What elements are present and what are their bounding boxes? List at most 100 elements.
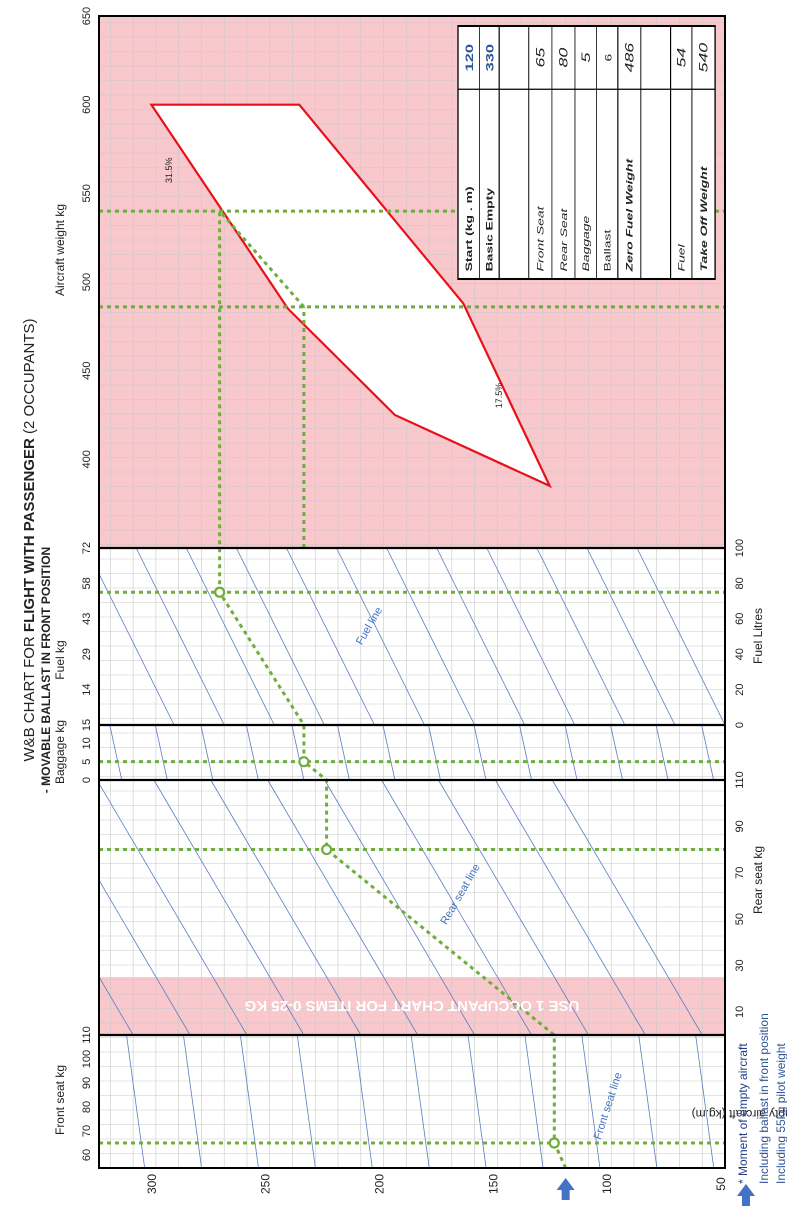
table-cell-value: 540 xyxy=(698,42,711,72)
fuel-kg-axis-label: Fuel kg xyxy=(53,640,67,679)
chart-title-prefix: W&B CHART FOR xyxy=(21,632,38,761)
baggage-diagonal xyxy=(610,724,623,781)
weight-tick: 400 xyxy=(81,450,93,468)
rear-seat-tick: 10 xyxy=(734,1006,746,1018)
fuel-litres-axis-label: Fuel Litres xyxy=(751,608,765,664)
rear-seat-tick: 50 xyxy=(734,913,746,925)
front-seat-diagonal xyxy=(239,1034,259,1168)
fuel-diagonal xyxy=(636,547,725,726)
weight-tick: 500 xyxy=(81,273,93,291)
table-cell-value: 330 xyxy=(483,44,495,72)
rear-seat-diagonal xyxy=(324,779,475,1036)
baggage-tick: 10 xyxy=(81,737,93,749)
table-cell-label: Ballast xyxy=(603,229,613,272)
footnote-line: * Moment of empty aircraft xyxy=(736,1043,750,1184)
table-row xyxy=(498,25,530,280)
weight-tick: 450 xyxy=(81,361,93,379)
table-cell-label: Baggage xyxy=(581,215,591,271)
baggage-tick: 5 xyxy=(81,759,93,765)
start-moment-arrow-icon xyxy=(556,1178,575,1200)
fuel-kg-tick: 72 xyxy=(81,542,93,554)
weight-tick: 550 xyxy=(81,184,93,202)
front-seat-tick: 100 xyxy=(81,1050,93,1068)
table-cell-value: 80 xyxy=(558,47,571,68)
fuel-diagonal xyxy=(286,547,375,726)
front-seat-diagonal xyxy=(296,1034,316,1168)
front-seat-diagonal xyxy=(410,1034,430,1168)
y-tick-label: 200 xyxy=(373,1174,387,1194)
fuel-litre-tick: 20 xyxy=(734,683,746,695)
front-seat-tick: 90 xyxy=(81,1077,93,1089)
front-seat-diagonal xyxy=(638,1034,658,1168)
fuel-diagonal xyxy=(586,547,676,726)
baggage-diagonal xyxy=(519,724,532,781)
fuel-kg-tick: 14 xyxy=(81,683,93,695)
baggage-diagonal xyxy=(337,724,350,781)
rear-seat-diagonal xyxy=(381,779,532,1036)
weight-tick: 600 xyxy=(81,95,93,113)
table-border xyxy=(457,24,716,281)
rear-seat-diagonal xyxy=(153,779,305,1036)
table-cell-value: 65 xyxy=(534,47,547,68)
fuel-diagonal xyxy=(236,547,325,726)
fuel-kg-tick: 58 xyxy=(81,577,93,589)
fuel-diagonal xyxy=(486,547,576,726)
path-marker xyxy=(298,756,310,768)
y-tick-label: 150 xyxy=(486,1174,500,1194)
baggage-tick: 15 xyxy=(81,719,93,731)
table-cell-label: Basic Empty xyxy=(485,187,495,271)
baggage-diagonal xyxy=(382,724,396,781)
chart-title-bold: FLIGHT WITH PASSENGER xyxy=(21,438,38,632)
path-marker xyxy=(548,1137,560,1149)
fuel-kg-tick: 29 xyxy=(81,648,93,660)
weight-tick: 650 xyxy=(81,7,93,25)
rear-seat-diagonal xyxy=(99,976,134,1036)
table-row xyxy=(640,25,671,280)
front-seat-tick: 60 xyxy=(81,1149,93,1161)
table-cell-value: 120 xyxy=(463,44,475,72)
table-cell-label: Take Off Weight xyxy=(699,165,709,271)
y-tick-label: 50 xyxy=(714,1177,728,1191)
rear-seat-diagonal xyxy=(99,879,191,1036)
fuel-diagonal xyxy=(99,573,175,726)
path-marker xyxy=(214,586,226,598)
path-marker xyxy=(321,843,333,856)
chart-subtitle: - MOVABLE BALLAST IN FRONT POSITION xyxy=(39,547,53,793)
rear-seat-axis-label: Rear seat kg xyxy=(751,846,765,914)
front-seat-diagonal xyxy=(695,1034,715,1168)
front-seat-diagonal xyxy=(126,1034,145,1168)
fuel-diagonal xyxy=(536,547,626,726)
baggage-diagonal xyxy=(701,724,715,781)
fuel-litre-tick: 60 xyxy=(734,613,746,625)
table-cell-value: 5 xyxy=(580,52,593,63)
table-cell-label: Front Seat xyxy=(536,206,546,272)
cg-envelope xyxy=(149,103,552,489)
table-cell-label: Start (kg . m) xyxy=(464,186,474,271)
baggage-diagonal xyxy=(200,724,214,781)
rear-seat-tick: 110 xyxy=(734,771,746,789)
table-cell-value: 486 xyxy=(623,42,636,72)
y-tick-label: 300 xyxy=(145,1174,159,1194)
baggage-tick: 0 xyxy=(81,777,93,783)
front-seat-tick: 110 xyxy=(81,1026,93,1044)
table-cell-value: 54 xyxy=(675,48,688,68)
y-tick-label: 100 xyxy=(600,1174,614,1194)
baggage-diagonal xyxy=(428,724,441,781)
fuel-diagonal xyxy=(436,547,526,726)
rear-seat-diagonal xyxy=(551,779,703,1036)
baggage-diagonal xyxy=(473,724,487,781)
plot-frame xyxy=(98,15,726,1169)
rear-seat-warning-text: USE 1 OCCUPANT CHART FOR ITEMS 0-25 KG xyxy=(245,997,580,1014)
fuel-litre-tick: 0 xyxy=(734,722,746,728)
baggage-diagonal xyxy=(245,724,259,781)
fuel-litre-tick: 80 xyxy=(734,577,746,589)
footnote-line: Including ballast in front position xyxy=(757,1013,771,1184)
baggage-diagonal xyxy=(564,724,578,781)
value-table: Start (kg . m) 120 Basic Empty 330 Front Sea… xyxy=(457,24,716,281)
front-seat-diagonal xyxy=(183,1034,202,1168)
fuel-diagonal xyxy=(185,547,275,726)
rear-seat-diagonal xyxy=(0,780,19,1035)
weight-axis-label: Aircraft weight kg xyxy=(53,204,67,296)
